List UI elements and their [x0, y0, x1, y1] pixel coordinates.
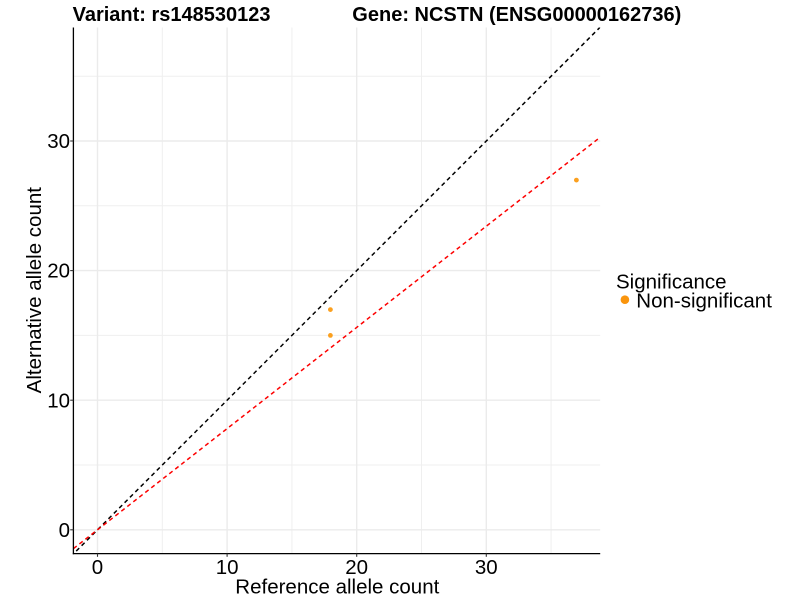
svg-text:Significance: Significance — [616, 270, 727, 293]
svg-text:Non-significant: Non-significant — [636, 290, 772, 313]
svg-text:30: 30 — [47, 130, 70, 153]
svg-text:20: 20 — [345, 556, 368, 579]
svg-text:Reference allele count: Reference allele count — [235, 576, 439, 599]
svg-text:20: 20 — [47, 260, 70, 283]
svg-text:Variant: rs148530123: Variant: rs148530123 — [73, 4, 271, 26]
svg-text:Gene: NCSTN (ENSG00000162736): Gene: NCSTN (ENSG00000162736) — [352, 4, 681, 26]
svg-text:Alternative allele count: Alternative allele count — [23, 187, 46, 394]
svg-text:10: 10 — [47, 389, 70, 412]
svg-text:0: 0 — [59, 519, 70, 542]
svg-text:10: 10 — [216, 556, 239, 579]
svg-text:30: 30 — [475, 556, 498, 579]
svg-text:0: 0 — [92, 556, 103, 579]
